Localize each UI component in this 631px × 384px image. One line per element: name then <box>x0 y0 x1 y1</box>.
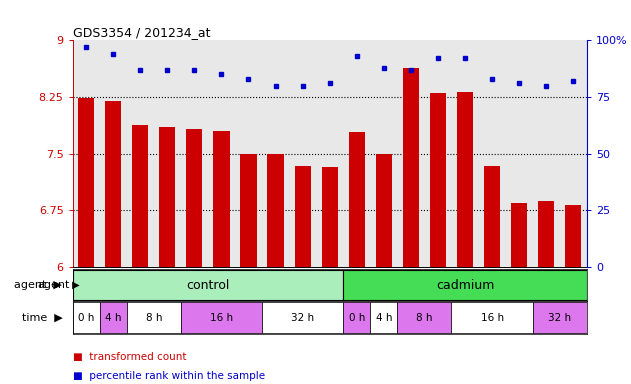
Bar <box>186 129 203 267</box>
Text: 4 h: 4 h <box>105 313 121 323</box>
Bar <box>375 154 392 267</box>
Text: cadmium: cadmium <box>436 279 494 291</box>
Bar <box>430 93 446 267</box>
Bar <box>262 302 343 333</box>
Text: 32 h: 32 h <box>291 313 314 323</box>
Bar <box>398 302 452 333</box>
Bar <box>343 270 587 300</box>
Bar <box>127 302 181 333</box>
Bar <box>132 125 148 267</box>
Text: agent: agent <box>37 280 69 290</box>
Bar <box>105 101 121 267</box>
Bar <box>484 166 500 267</box>
Bar <box>343 302 370 333</box>
Text: 0 h: 0 h <box>348 313 365 323</box>
Text: control: control <box>186 279 230 291</box>
Text: GDS3354 / 201234_at: GDS3354 / 201234_at <box>73 26 210 39</box>
Bar <box>565 205 581 267</box>
Text: 32 h: 32 h <box>548 313 571 323</box>
Text: 8 h: 8 h <box>146 313 162 323</box>
Bar <box>403 68 419 267</box>
Text: 0 h: 0 h <box>78 313 94 323</box>
Bar <box>159 127 175 267</box>
Bar <box>452 302 533 333</box>
Text: 16 h: 16 h <box>210 313 233 323</box>
Text: agent  ▶: agent ▶ <box>15 280 62 290</box>
Bar <box>181 302 262 333</box>
Bar <box>457 92 473 267</box>
Text: 4 h: 4 h <box>375 313 392 323</box>
Bar <box>78 98 94 267</box>
Bar <box>538 201 555 267</box>
Bar <box>349 132 365 267</box>
Bar <box>73 302 100 333</box>
Text: 8 h: 8 h <box>416 313 433 323</box>
Bar <box>213 131 230 267</box>
Text: ▶: ▶ <box>69 280 80 290</box>
Bar <box>295 166 310 267</box>
Bar <box>100 302 127 333</box>
Text: ■  transformed count: ■ transformed count <box>73 352 186 362</box>
Bar <box>240 154 257 267</box>
Bar <box>322 167 338 267</box>
Bar <box>370 302 398 333</box>
Bar <box>533 302 587 333</box>
Text: ■  percentile rank within the sample: ■ percentile rank within the sample <box>73 371 264 381</box>
Text: 16 h: 16 h <box>481 313 504 323</box>
Bar <box>73 270 343 300</box>
Bar <box>511 204 528 267</box>
Text: time  ▶: time ▶ <box>21 313 62 323</box>
Bar <box>268 154 284 267</box>
